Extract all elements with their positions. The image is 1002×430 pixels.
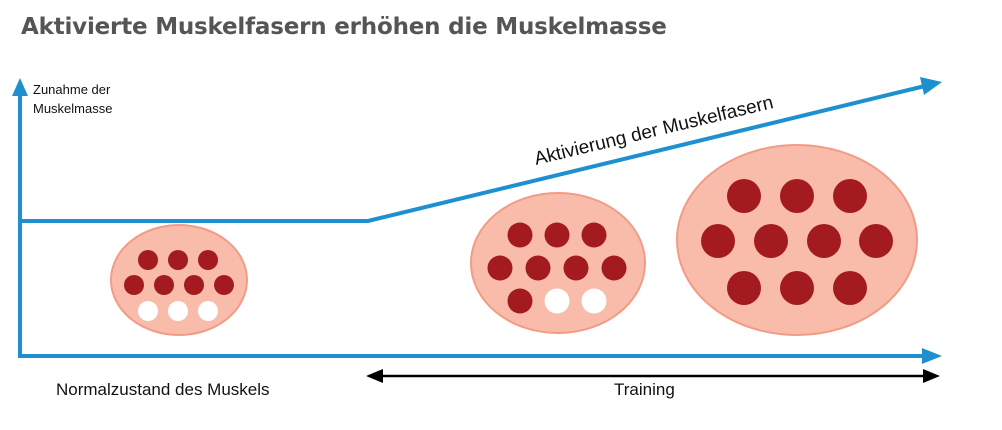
active-fiber bbox=[754, 224, 788, 258]
active-fiber bbox=[138, 250, 158, 270]
active-fiber bbox=[833, 271, 867, 305]
page-title: Aktivierte Muskelfasern erhöhen die Musk… bbox=[21, 14, 667, 40]
active-fiber bbox=[214, 275, 234, 295]
muscle-training-late bbox=[676, 144, 918, 336]
training-label: Training bbox=[614, 380, 675, 399]
active-fiber bbox=[168, 250, 188, 270]
active-fiber bbox=[487, 255, 513, 281]
muscle-training-early bbox=[470, 192, 646, 334]
training-arrow-right-head bbox=[923, 369, 940, 383]
active-fiber bbox=[601, 255, 627, 281]
active-fiber bbox=[780, 179, 814, 213]
inactive-fiber bbox=[544, 288, 570, 314]
inactive-fiber bbox=[581, 288, 607, 314]
inactive-fiber bbox=[168, 301, 188, 321]
inactive-fiber bbox=[198, 301, 218, 321]
growth-line bbox=[20, 77, 942, 223]
active-fiber bbox=[581, 222, 607, 248]
active-fiber bbox=[154, 275, 174, 295]
y-axis-label: Zunahme der Muskelmasse bbox=[33, 80, 112, 118]
y-axis-label-line2: Muskelmasse bbox=[33, 101, 113, 116]
y-axis-arrowhead bbox=[12, 78, 28, 96]
x-axis bbox=[18, 348, 942, 364]
training-arrow-left-head bbox=[366, 369, 383, 383]
active-fiber bbox=[507, 222, 533, 248]
active-fiber bbox=[727, 271, 761, 305]
y-axis bbox=[12, 78, 28, 357]
active-fiber bbox=[124, 275, 144, 295]
active-fiber bbox=[507, 288, 533, 314]
active-fiber bbox=[525, 255, 551, 281]
active-fiber bbox=[859, 224, 893, 258]
active-fiber bbox=[544, 222, 570, 248]
active-fiber bbox=[701, 224, 735, 258]
growth-line-arrowhead bbox=[920, 77, 942, 95]
active-fiber bbox=[780, 271, 814, 305]
y-axis-label-line1: Zunahme der bbox=[33, 82, 111, 97]
muscle-normal bbox=[110, 224, 248, 336]
training-range-arrow bbox=[366, 369, 940, 383]
active-fiber bbox=[563, 255, 589, 281]
active-fiber bbox=[198, 250, 218, 270]
active-fiber bbox=[833, 179, 867, 213]
x-axis-arrowhead bbox=[922, 348, 942, 364]
active-fiber bbox=[727, 179, 761, 213]
normal-state-label: Normalzustand des Muskels bbox=[56, 380, 270, 399]
active-fiber bbox=[184, 275, 204, 295]
active-fiber bbox=[807, 224, 841, 258]
inactive-fiber bbox=[138, 301, 158, 321]
